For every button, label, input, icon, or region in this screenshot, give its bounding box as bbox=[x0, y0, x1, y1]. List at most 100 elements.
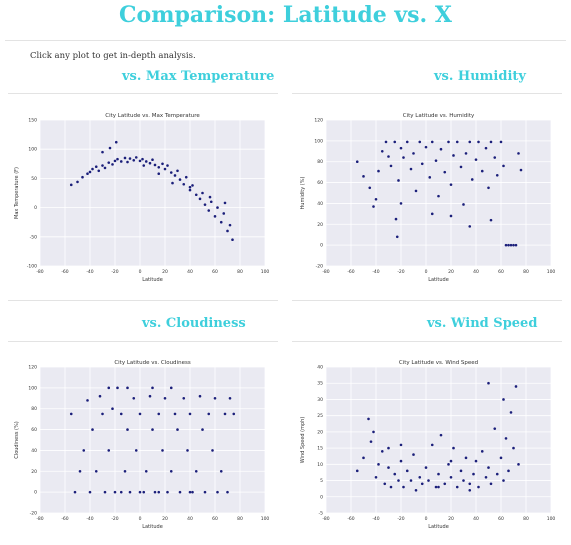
wind-speed-data-point bbox=[387, 446, 390, 450]
wind-speed-data-point bbox=[389, 485, 393, 489]
cloudiness-data-point bbox=[188, 412, 192, 416]
humidity-data-point bbox=[504, 243, 508, 247]
humidity-data-point bbox=[437, 194, 440, 198]
max-temp-data-point bbox=[144, 160, 148, 163]
wind-speed-data-point bbox=[418, 476, 422, 479]
wind-speed-y-tick-label: 5 bbox=[320, 478, 323, 484]
humidity-data-point bbox=[517, 152, 520, 155]
wind-speed-data-point bbox=[437, 485, 440, 489]
max-temp-data-point bbox=[216, 206, 219, 209]
wind-speed-x-tick-label: 100 bbox=[547, 516, 556, 522]
max-temp-data-point bbox=[166, 164, 169, 167]
section-heading-cloudiness: vs. Cloudiness bbox=[142, 316, 246, 331]
humidity-data-point bbox=[439, 147, 443, 151]
max-temp-x-axis-label: Latitude bbox=[142, 277, 163, 283]
cloudiness-data-point bbox=[123, 469, 127, 473]
cloudiness-data-point bbox=[169, 386, 173, 390]
max-temp-data-point bbox=[163, 167, 167, 171]
humidity-data-point bbox=[399, 146, 403, 150]
cloudiness-y-tick-label: 40 bbox=[31, 448, 37, 454]
max-temp-data-point bbox=[157, 172, 161, 176]
cloudiness-x-tick-label: 40 bbox=[187, 516, 193, 522]
wind-speed-scatter-plot[interactable]: -80 -60 -40 -20 0 20 40 60 80 100 -5 0 5 10 15 20 25 30 35… bbox=[296, 355, 561, 535]
cloudiness-y-tick-label: 80 bbox=[31, 406, 37, 412]
cloudiness-x-tick-label: -40 bbox=[86, 516, 93, 522]
cloudiness-data-point bbox=[126, 428, 129, 431]
wind-speed-x-tick-label: 80 bbox=[523, 516, 529, 522]
wind-speed-data-point bbox=[452, 446, 455, 450]
humidity-scatter-plot[interactable]: -80 -60 -40 -20 0 20 40 60 80 100 -20 0 20 40 60 80 100 1… bbox=[296, 108, 561, 288]
cloudiness-data-point bbox=[176, 428, 179, 431]
wind-speed-x-tick-label: -40 bbox=[372, 516, 379, 522]
wind-speed-data-point bbox=[383, 482, 387, 486]
wind-speed-data-point bbox=[409, 479, 413, 482]
wind-speed-data-point bbox=[412, 453, 415, 456]
humidity-y-tick-label: 100 bbox=[314, 138, 323, 144]
cloudiness-data-point bbox=[132, 396, 136, 400]
cloudiness-data-point bbox=[188, 490, 192, 494]
max-temp-data-point bbox=[81, 175, 84, 179]
row-divider-left bbox=[8, 300, 278, 301]
humidity-x-tick-label: -60 bbox=[347, 269, 354, 275]
max-temp-data-point bbox=[94, 165, 98, 169]
page-title: Comparison: Latitude vs. X bbox=[119, 2, 452, 28]
cloudiness-y-tick-label: 20 bbox=[31, 469, 37, 475]
max-temp-data-point bbox=[128, 157, 132, 160]
cloudiness-data-point bbox=[151, 428, 154, 431]
wind-speed-data-point bbox=[499, 456, 503, 460]
cloudiness-data-point bbox=[153, 490, 157, 494]
cloudiness-data-point bbox=[113, 490, 117, 494]
wind-speed-data-point bbox=[472, 472, 475, 476]
max-temp-chart-title: City Latitude vs. Max Temperature bbox=[105, 113, 200, 119]
cloudiness-data-point bbox=[182, 396, 186, 400]
humidity-data-point bbox=[495, 173, 499, 177]
wind-speed-data-point bbox=[369, 440, 373, 443]
max-temp-data-point bbox=[132, 158, 136, 162]
section-divider-bottom-left bbox=[8, 341, 278, 342]
humidity-data-point bbox=[514, 243, 518, 247]
cloudiness-data-point bbox=[161, 449, 164, 452]
wind-speed-data-point bbox=[502, 398, 505, 401]
wind-speed-x-tick-label: 20 bbox=[448, 516, 454, 522]
cloudiness-data-point bbox=[226, 490, 229, 494]
max-temp-data-point bbox=[134, 156, 138, 159]
max-temp-data-point bbox=[91, 167, 94, 171]
wind-speed-data-point bbox=[372, 430, 375, 434]
max-temp-plot-area bbox=[40, 120, 265, 266]
humidity-data-point bbox=[468, 225, 472, 228]
cloudiness-data-point bbox=[194, 469, 198, 473]
cloudiness-data-point bbox=[134, 449, 138, 452]
cloudiness-chart-title: City Latitude vs. Cloudiness bbox=[114, 360, 191, 366]
max-temp-data-point bbox=[76, 180, 79, 184]
row-divider-right bbox=[292, 300, 562, 301]
humidity-y-tick-label: 60 bbox=[317, 180, 323, 186]
wind-speed-data-point bbox=[420, 482, 424, 486]
humidity-data-point bbox=[393, 140, 397, 144]
wind-speed-data-point bbox=[437, 472, 440, 476]
section-heading-wind-speed: vs. Wind Speed bbox=[427, 316, 538, 331]
cloudiness-scatter-plot[interactable]: -80 -60 -40 -20 0 20 40 60 80 100 -20 0 20 40 60 80 100 1… bbox=[10, 355, 275, 535]
humidity-data-point bbox=[477, 140, 480, 144]
wind-speed-x-tick-label: 40 bbox=[473, 516, 479, 522]
wind-speed-data-point bbox=[402, 485, 405, 489]
humidity-data-point bbox=[428, 176, 432, 179]
humidity-data-point bbox=[387, 155, 390, 158]
max-temp-data-point bbox=[119, 160, 123, 163]
humidity-x-tick-label: 60 bbox=[498, 269, 504, 275]
max-temperature-scatter-plot[interactable]: -80 -60 -40 -20 0 20 40 60 80 100 -100 -50 0 50 100 150… bbox=[10, 108, 275, 288]
humidity-data-point bbox=[452, 154, 455, 157]
cloudiness-data-point bbox=[166, 490, 169, 494]
max-temp-data-point bbox=[107, 161, 111, 164]
cloudiness-y-tick-label: 120 bbox=[28, 365, 37, 371]
cloudiness-x-tick-label: 20 bbox=[162, 516, 168, 522]
wind-speed-y-tick-label: 15 bbox=[317, 446, 323, 452]
humidity-plot-area bbox=[326, 120, 551, 266]
max-temp-data-point bbox=[142, 164, 146, 167]
humidity-data-point bbox=[418, 140, 422, 144]
humidity-data-point bbox=[424, 145, 428, 149]
humidity-y-tick-label: 0 bbox=[320, 243, 323, 249]
max-temp-data-point bbox=[114, 140, 118, 144]
wind-speed-data-point bbox=[512, 446, 515, 450]
cloudiness-x-tick-label: 80 bbox=[237, 516, 243, 522]
max-temp-data-point bbox=[169, 171, 173, 174]
